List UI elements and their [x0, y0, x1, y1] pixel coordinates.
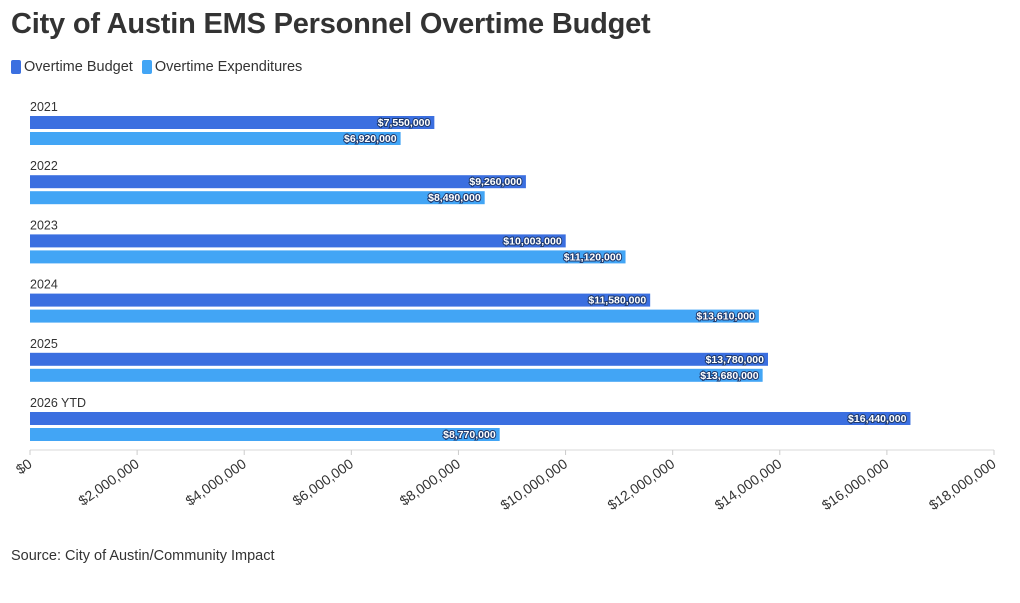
x-tick-label: $4,000,000	[182, 455, 249, 508]
bar[interactable]	[30, 116, 435, 129]
x-tick-label: $18,000,000	[926, 455, 999, 513]
x-tick-label: $10,000,000	[497, 455, 570, 513]
legend: Overtime Budget Overtime Expenditures	[11, 59, 311, 75]
bar[interactable]	[30, 234, 566, 248]
data-label: $8,770,000	[443, 429, 496, 441]
data-label: $11,580,000	[588, 295, 646, 307]
chart-title: City of Austin EMS Personnel Overtime Bu…	[11, 8, 651, 40]
legend-label-expenditures: Overtime Expenditures	[154, 59, 303, 75]
bar[interactable]	[30, 132, 401, 145]
legend-item-expenditures[interactable]: Overtime Expenditures	[141, 59, 303, 75]
data-label: $13,780,000	[706, 354, 765, 366]
legend-item-budget[interactable]: Overtime Budget	[11, 59, 133, 75]
data-label: $11,120,000	[564, 251, 622, 263]
bar-chart: 2021 $7,550,000 $6,920,000 2022 $9,260,000 $8…	[13, 100, 999, 513]
bar[interactable]	[30, 428, 500, 441]
legend-swatch-expenditures	[141, 60, 152, 74]
bar[interactable]	[30, 352, 768, 366]
x-tick-label: $12,000,000	[604, 455, 677, 513]
legend-label-budget: Overtime Budget	[24, 59, 133, 75]
x-tick-label: $6,000,000	[289, 455, 356, 508]
category-label: 2026 YTD	[30, 396, 86, 410]
bar[interactable]	[30, 191, 485, 205]
bar[interactable]	[30, 309, 759, 323]
bar[interactable]	[30, 368, 763, 382]
data-label: $6,920,000	[344, 133, 397, 145]
data-label: $13,610,000	[696, 311, 755, 323]
bar[interactable]	[30, 175, 526, 189]
legend-swatch-budget	[11, 60, 21, 74]
category-label: 2023	[30, 218, 58, 232]
data-label: $8,490,000	[428, 192, 481, 204]
x-tick-label: $16,000,000	[819, 455, 892, 513]
x-tick-label: $14,000,000	[712, 455, 785, 513]
data-label: $10,003,000	[503, 235, 562, 247]
x-tick-label: $2,000,000	[75, 455, 142, 508]
bar[interactable]	[30, 412, 911, 425]
category-label: 2022	[30, 159, 58, 173]
data-label: $7,550,000	[378, 117, 431, 129]
x-tick-label: $0	[13, 455, 35, 477]
data-label: $16,440,000	[848, 413, 907, 425]
category-label: 2021	[30, 100, 58, 114]
source-note: Source: City of Austin/Community Impact	[11, 548, 275, 564]
data-label: $9,260,000	[469, 176, 522, 188]
bar[interactable]	[30, 293, 651, 307]
category-label: 2024	[30, 278, 58, 292]
x-tick-label: $8,000,000	[397, 455, 464, 508]
bar[interactable]	[30, 250, 626, 264]
data-label: $13,680,000	[700, 370, 759, 382]
category-label: 2025	[30, 337, 58, 351]
